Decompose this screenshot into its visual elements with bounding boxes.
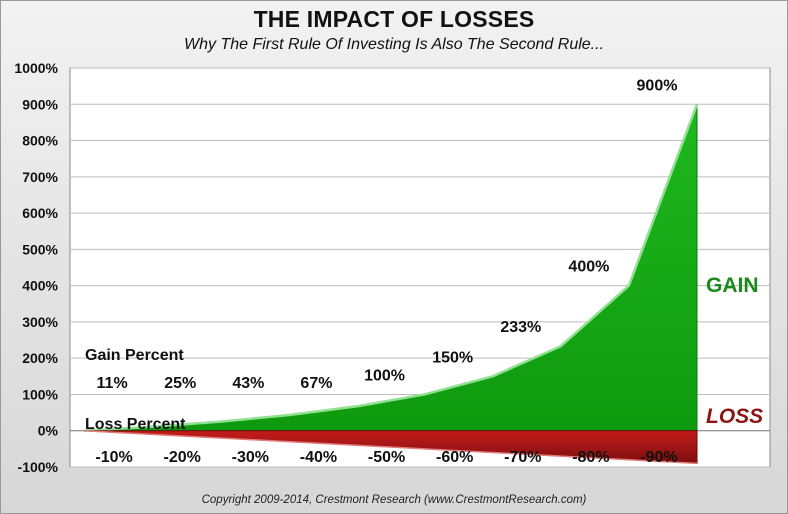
x-tick-label: -40%: [300, 449, 337, 466]
gain-data-label: 43%: [232, 375, 264, 392]
gain-data-label: 900%: [637, 77, 678, 94]
y-tick-label: 800%: [22, 133, 58, 149]
y-tick-label: 900%: [22, 96, 58, 112]
x-tick-label: -90%: [640, 449, 677, 466]
y-tick-label: -100%: [18, 459, 59, 475]
loss-line: [83, 429, 698, 465]
gain-data-label: 400%: [568, 259, 609, 276]
y-axis: 1000% 900% 800% 700% 600% 500% 400% 300% 200% 100…: [14, 60, 58, 475]
y-tick-label: 100%: [22, 386, 58, 402]
loss-series-label: Loss Percent: [85, 416, 186, 433]
gain-data-label: 67%: [300, 375, 332, 392]
x-tick-label: -60%: [436, 449, 473, 466]
y-tick-label: 400%: [22, 278, 58, 294]
gain-data-label: 150%: [432, 349, 473, 366]
chart-title: THE IMPACT OF LOSSES: [253, 6, 535, 32]
x-tick-label: -50%: [368, 449, 405, 466]
gain-line: [83, 103, 699, 432]
copyright-note: Copyright 2009-2014, Crestmont Research …: [201, 494, 587, 506]
x-tick-label: -30%: [232, 449, 269, 466]
y-tick-label: 0%: [38, 423, 59, 439]
y-tick-label: 600%: [22, 205, 58, 221]
x-axis: -10% -20% -30% -40% -50% -60% -70% -80% -90%: [95, 449, 677, 466]
x-tick-label: -70%: [504, 449, 541, 466]
gain-tag: GAIN: [706, 274, 759, 297]
y-tick-label: 700%: [22, 169, 58, 185]
gain-data-label: 25%: [164, 375, 196, 392]
y-tick-label: 300%: [22, 314, 58, 330]
gain-data-label: 11%: [97, 375, 128, 392]
y-tick-label: 200%: [22, 350, 58, 366]
loss-tag: LOSS: [706, 405, 763, 428]
y-tick-label: 500%: [22, 241, 58, 257]
gain-series-label: Gain Percent: [85, 347, 184, 364]
chart-subtitle: Why The First Rule Of Investing Is Also …: [183, 36, 604, 53]
x-tick-label: -20%: [164, 449, 201, 466]
gain-data-label: 100%: [364, 367, 405, 384]
data-labels: 11% 25% 43% 67% 100% 150% 233% 400% 900%: [97, 77, 678, 392]
x-tick-label: -80%: [572, 449, 609, 466]
x-tick-label: -10%: [95, 449, 132, 466]
area-series: [83, 103, 699, 465]
gain-data-label: 233%: [500, 319, 541, 336]
y-tick-label: 1000%: [14, 60, 58, 76]
